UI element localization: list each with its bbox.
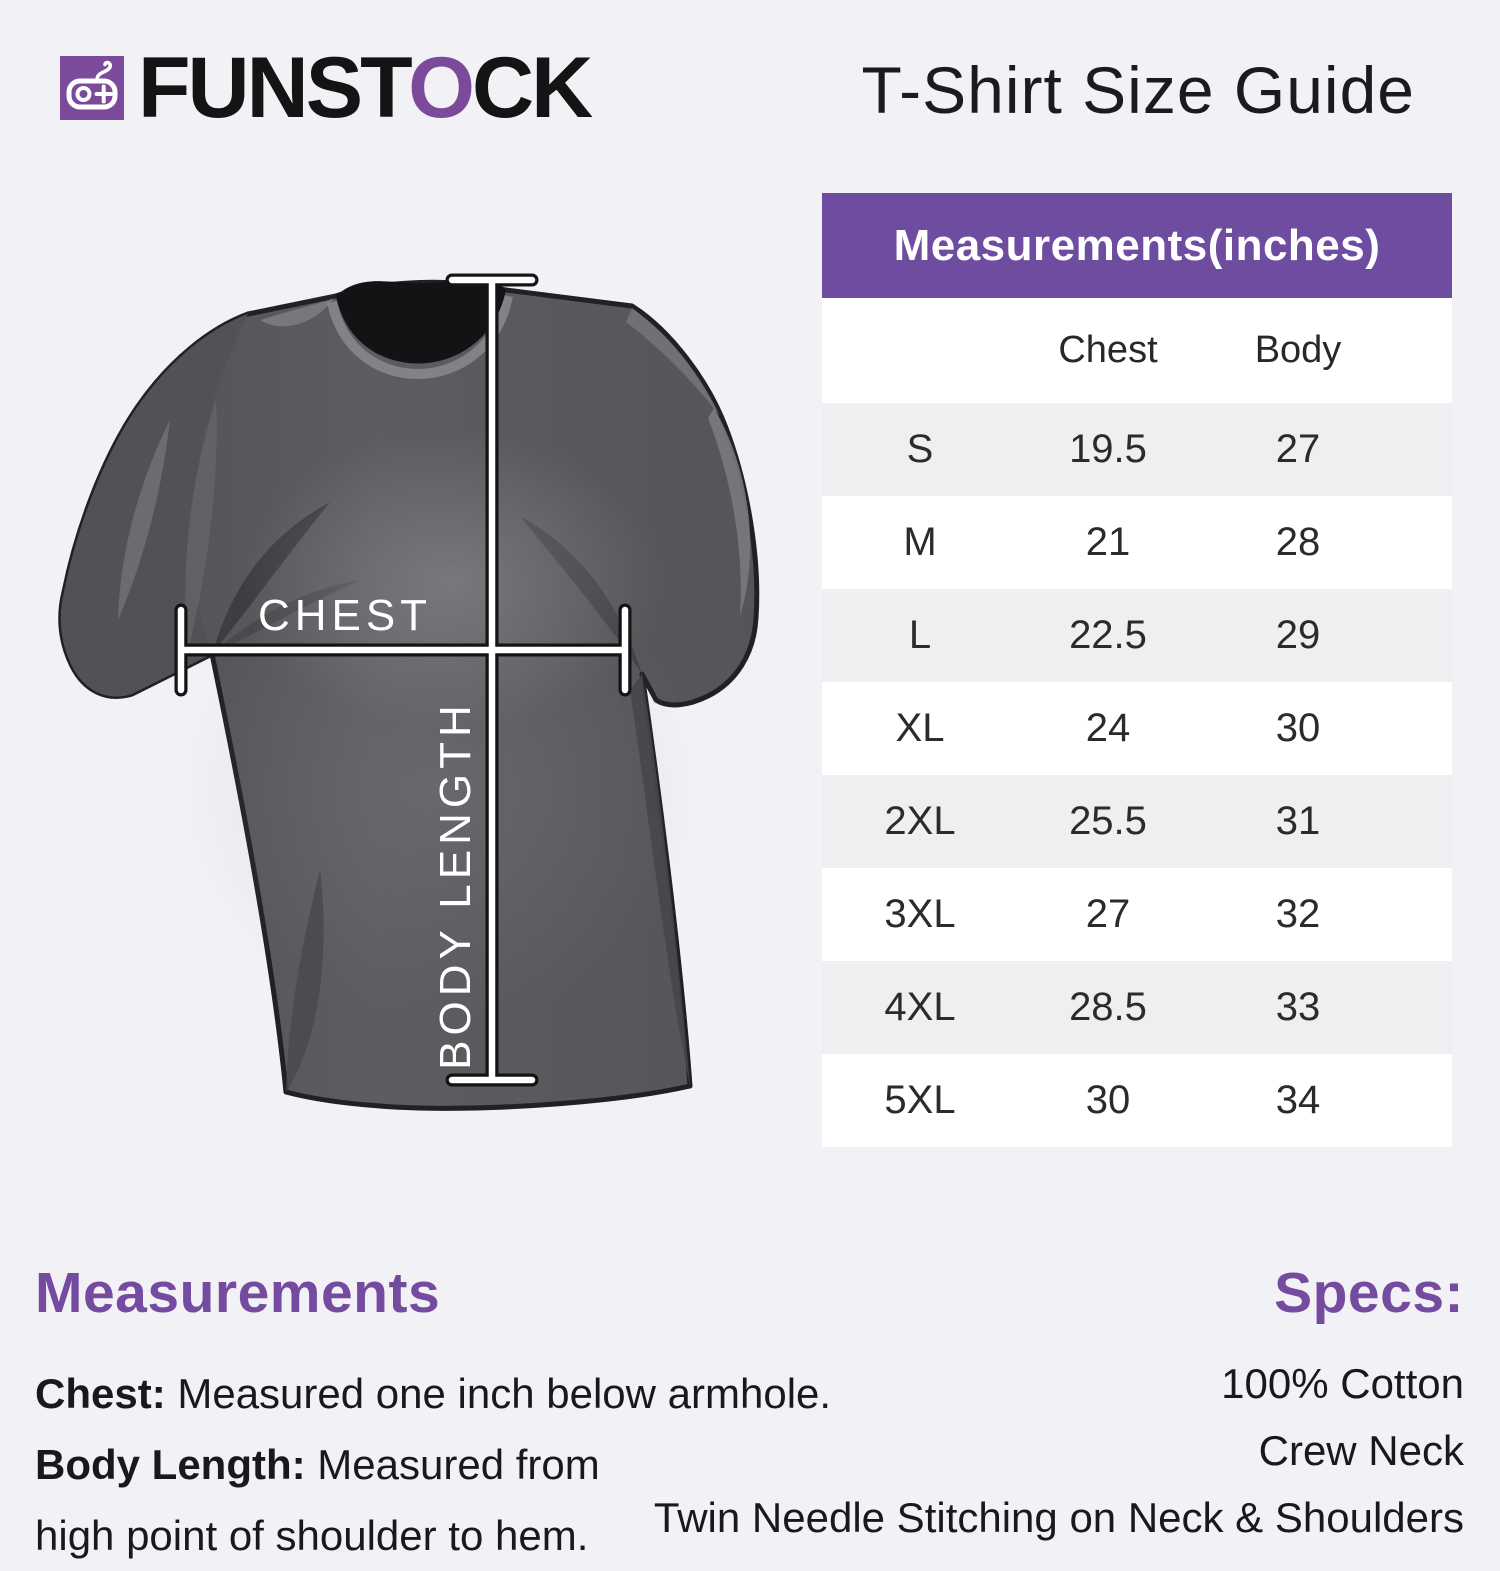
table-cell-size: S: [906, 427, 934, 471]
spec-line: 100% Cotton: [1221, 1360, 1464, 1407]
measurement-lines: [177, 276, 629, 1084]
size-table-header: Measurements(inches): [822, 193, 1452, 298]
table-cell-body: 33: [1275, 985, 1321, 1029]
table-cell-chest: 24: [1085, 706, 1131, 750]
brand-name-part: CK: [472, 40, 593, 136]
measurements-heading: Measurements: [35, 1261, 441, 1325]
table-cell-chest: 21: [1085, 520, 1131, 564]
table-cell-body: 27: [1275, 427, 1321, 471]
page-title: T-Shirt Size Guide: [861, 53, 1415, 127]
measurement-note-line: Body Length: Measured from: [35, 1429, 831, 1500]
size-table: Measurements(inches) Chest Body S 19.5 27 M…: [822, 193, 1452, 1147]
table-cell-chest: 28.5: [1069, 985, 1147, 1029]
table-row: L 22.5 29: [822, 589, 1452, 682]
size-guide-infographic: { "header": { "logo_text_before_o": "FUN…: [20, 45, 1464, 1559]
table-cell-chest: 30: [1085, 1078, 1131, 1122]
table-cell-body: 28: [1275, 520, 1321, 564]
table-cell-body: 31: [1275, 799, 1321, 843]
table-cell-chest: 19.5: [1069, 427, 1147, 471]
table-row: 4XL 28.5 33: [822, 961, 1452, 1054]
table-cell-chest: 22.5: [1069, 613, 1147, 657]
table-row: 5XL 30 34: [822, 1054, 1452, 1147]
note-text: high point of shoulder to hem.: [35, 1512, 589, 1559]
table-cell-chest: 27: [1085, 892, 1131, 936]
note-label: Body Length:: [35, 1441, 306, 1488]
table-cell-body: 29: [1275, 613, 1321, 657]
brand-name-part: FUNST: [138, 40, 411, 136]
tshirt-illustration: CHEST BODY LENGTH: [58, 273, 760, 1111]
brand-logo: FUNSTOCK: [60, 45, 593, 131]
note-text: Measured one inch below armhole.: [165, 1370, 832, 1417]
tshirt-body: [58, 279, 760, 1111]
table-row: XL 24 30: [822, 682, 1452, 775]
brand-name: FUNSTOCK: [138, 45, 593, 131]
size-table-rows: S 19.5 27 M 21 28 L 22.5 29 XL 24 30 2XL 25.5 31 3XL 27 3…: [822, 403, 1452, 1147]
brand-name-o: O: [408, 40, 475, 136]
spec-line: Twin Needle Stitching on Neck & Shoulder…: [653, 1494, 1464, 1541]
table-cell-body: 32: [1275, 892, 1321, 936]
body-length-label: BODY LENGTH: [431, 700, 480, 1070]
table-cell-size: L: [908, 613, 932, 657]
table-cell-size: 3XL: [884, 892, 956, 936]
table-cell-size: XL: [895, 706, 945, 750]
specs-heading: Specs:: [1274, 1261, 1464, 1325]
size-table-column-headers: Chest Body: [822, 298, 1452, 403]
spec-line: Crew Neck: [1258, 1427, 1464, 1474]
table-row: S 19.5 27: [822, 403, 1452, 496]
note-text: Measured from: [305, 1441, 600, 1488]
column-header-chest: Chest: [1058, 329, 1158, 371]
table-cell-size: M: [903, 520, 937, 564]
table-cell-body: 34: [1275, 1078, 1321, 1122]
table-cell-size: 4XL: [884, 985, 956, 1029]
table-cell-size: 2XL: [884, 799, 956, 843]
table-row: 2XL 25.5 31: [822, 775, 1452, 868]
table-row: 3XL 27 32: [822, 868, 1452, 961]
table-cell-size: 5XL: [884, 1078, 956, 1122]
gamepad-icon: [60, 56, 124, 120]
table-row: M 21 28: [822, 496, 1452, 589]
measurement-note-line: Chest: Measured one inch below armhole.: [35, 1358, 831, 1429]
note-label: Chest:: [35, 1370, 166, 1417]
specs-section: Specs: 100% Cotton Crew Neck Twin Needle…: [654, 1262, 1464, 1551]
tshirt-diagram: CHEST BODY LENGTH: [20, 250, 800, 1150]
column-header-spacer: [822, 298, 1018, 403]
table-cell-chest: 25.5: [1069, 799, 1147, 843]
table-cell-body: 30: [1275, 706, 1321, 750]
column-header-body: Body: [1254, 329, 1342, 371]
chest-label: CHEST: [258, 591, 432, 640]
